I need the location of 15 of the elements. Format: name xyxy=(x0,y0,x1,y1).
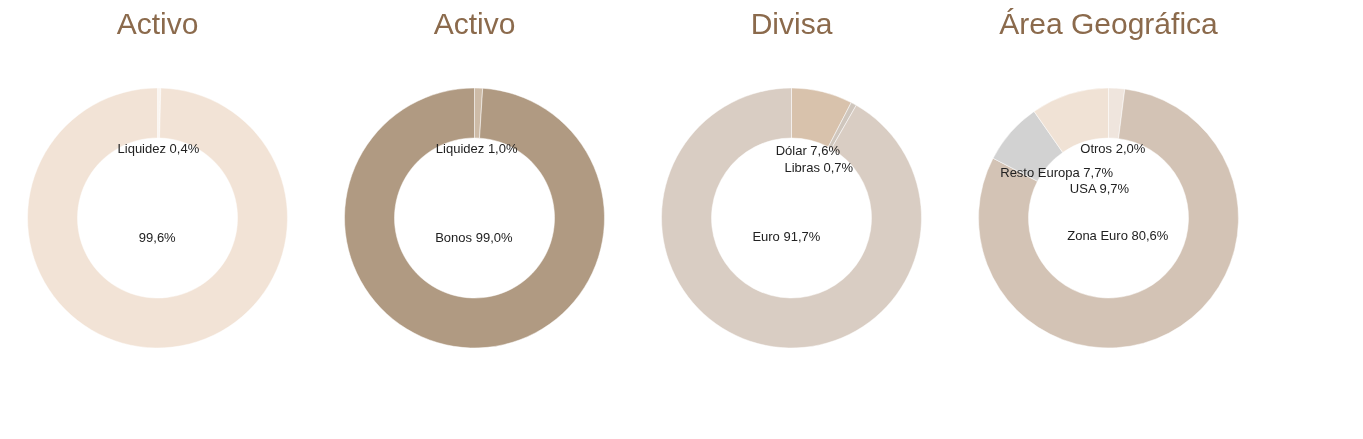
chart-title: Activo xyxy=(433,7,516,40)
chart-title: Divisa xyxy=(750,7,833,40)
slice-label: Libras 0,7% xyxy=(784,159,854,175)
slice-label: Euro 91,7% xyxy=(752,229,821,245)
slice-label: Liquidez 1,0% xyxy=(435,141,518,157)
slice-label: Dólar 7,6% xyxy=(775,142,841,158)
slice-label: USA 9,7% xyxy=(1069,181,1130,197)
data-label: 99,6% xyxy=(138,230,177,245)
slice-label: Zona Euro 80,6% xyxy=(1067,227,1169,243)
slice-label: Resto Europa 7,7% xyxy=(1000,164,1114,180)
slice-label: Otros 2,0% xyxy=(1080,141,1146,157)
slice-label: Bonos 99,0% xyxy=(435,229,513,245)
chart-title: Activo xyxy=(116,7,199,40)
slice-label: Liquidez 0,4% xyxy=(117,141,200,157)
chart-title: Área Geográfica xyxy=(999,7,1219,40)
